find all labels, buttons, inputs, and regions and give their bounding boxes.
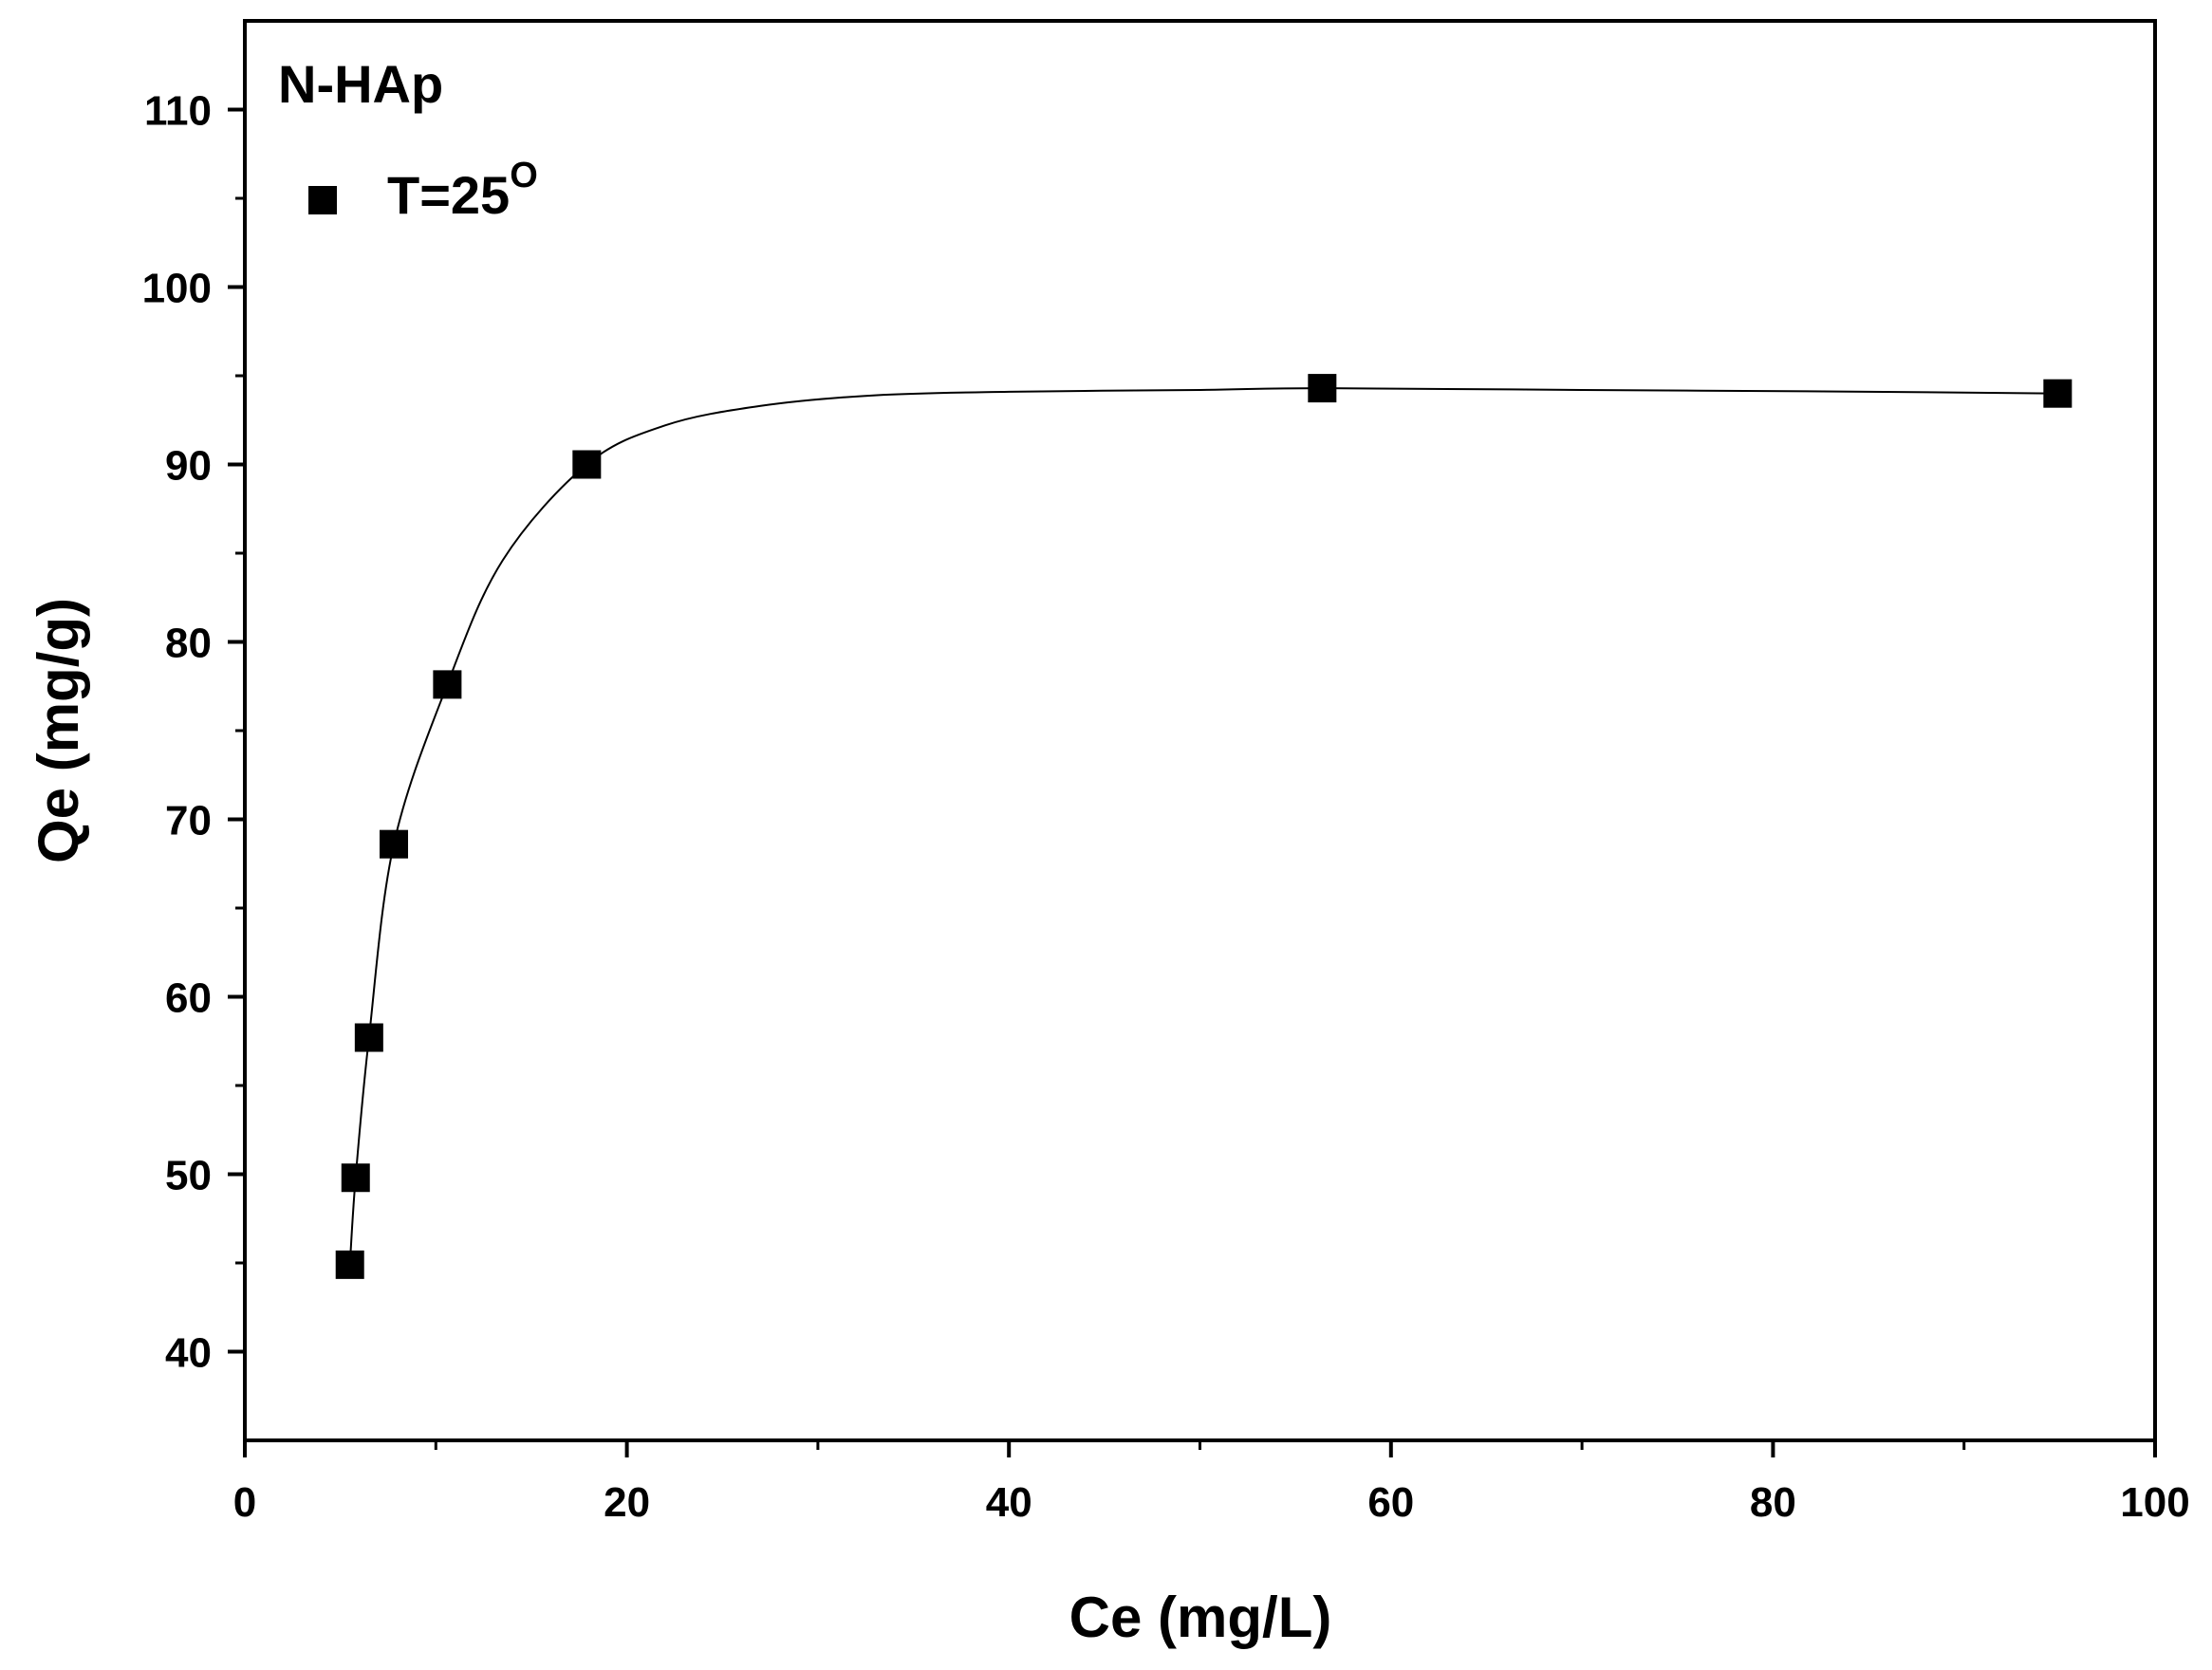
data-point bbox=[354, 1023, 383, 1052]
y-tick-label: 100 bbox=[142, 266, 212, 312]
x-axis-title: Ce (mg/L) bbox=[1069, 1586, 1332, 1649]
plot-frame bbox=[243, 19, 2157, 1442]
y-tick-label: 60 bbox=[165, 975, 212, 1022]
legend-label-sup: O bbox=[510, 156, 538, 195]
x-tick-label: 0 bbox=[233, 1479, 256, 1526]
fit-curve bbox=[348, 387, 2058, 1265]
y-tick-label: 40 bbox=[165, 1330, 212, 1377]
legend: T=25O bbox=[308, 156, 538, 225]
data-point bbox=[572, 450, 602, 479]
data-point bbox=[2043, 379, 2073, 408]
annotation-label: N-HAp bbox=[278, 54, 443, 114]
y-tick-label: 70 bbox=[165, 798, 212, 844]
y-axis: 40 50 60 70 80 90 100 110 bbox=[142, 88, 245, 1377]
y-axis-title: Qe (mg/g) bbox=[27, 598, 90, 863]
data-point bbox=[433, 670, 462, 699]
legend-label-base: T=25 bbox=[387, 165, 510, 225]
x-tick-label: 100 bbox=[2120, 1479, 2189, 1526]
data-point bbox=[335, 1250, 364, 1279]
legend-label: T=25O bbox=[387, 156, 538, 225]
data-point bbox=[341, 1163, 370, 1193]
y-tick-label: 110 bbox=[144, 88, 212, 135]
data-point bbox=[1308, 374, 1337, 403]
y-tick-label: 90 bbox=[165, 443, 212, 490]
x-tick-label: 20 bbox=[604, 1479, 650, 1526]
x-tick-label: 80 bbox=[1750, 1479, 1796, 1526]
y-tick-label: 80 bbox=[165, 621, 212, 667]
data-point bbox=[380, 829, 409, 859]
y-tick-label: 50 bbox=[165, 1153, 212, 1199]
x-tick-label: 60 bbox=[1367, 1479, 1414, 1526]
data-markers bbox=[335, 374, 2073, 1279]
legend-marker-square bbox=[308, 186, 337, 214]
x-axis: 0 20 40 60 80 100 bbox=[233, 1440, 2190, 1526]
x-tick-label: 40 bbox=[986, 1479, 1032, 1526]
